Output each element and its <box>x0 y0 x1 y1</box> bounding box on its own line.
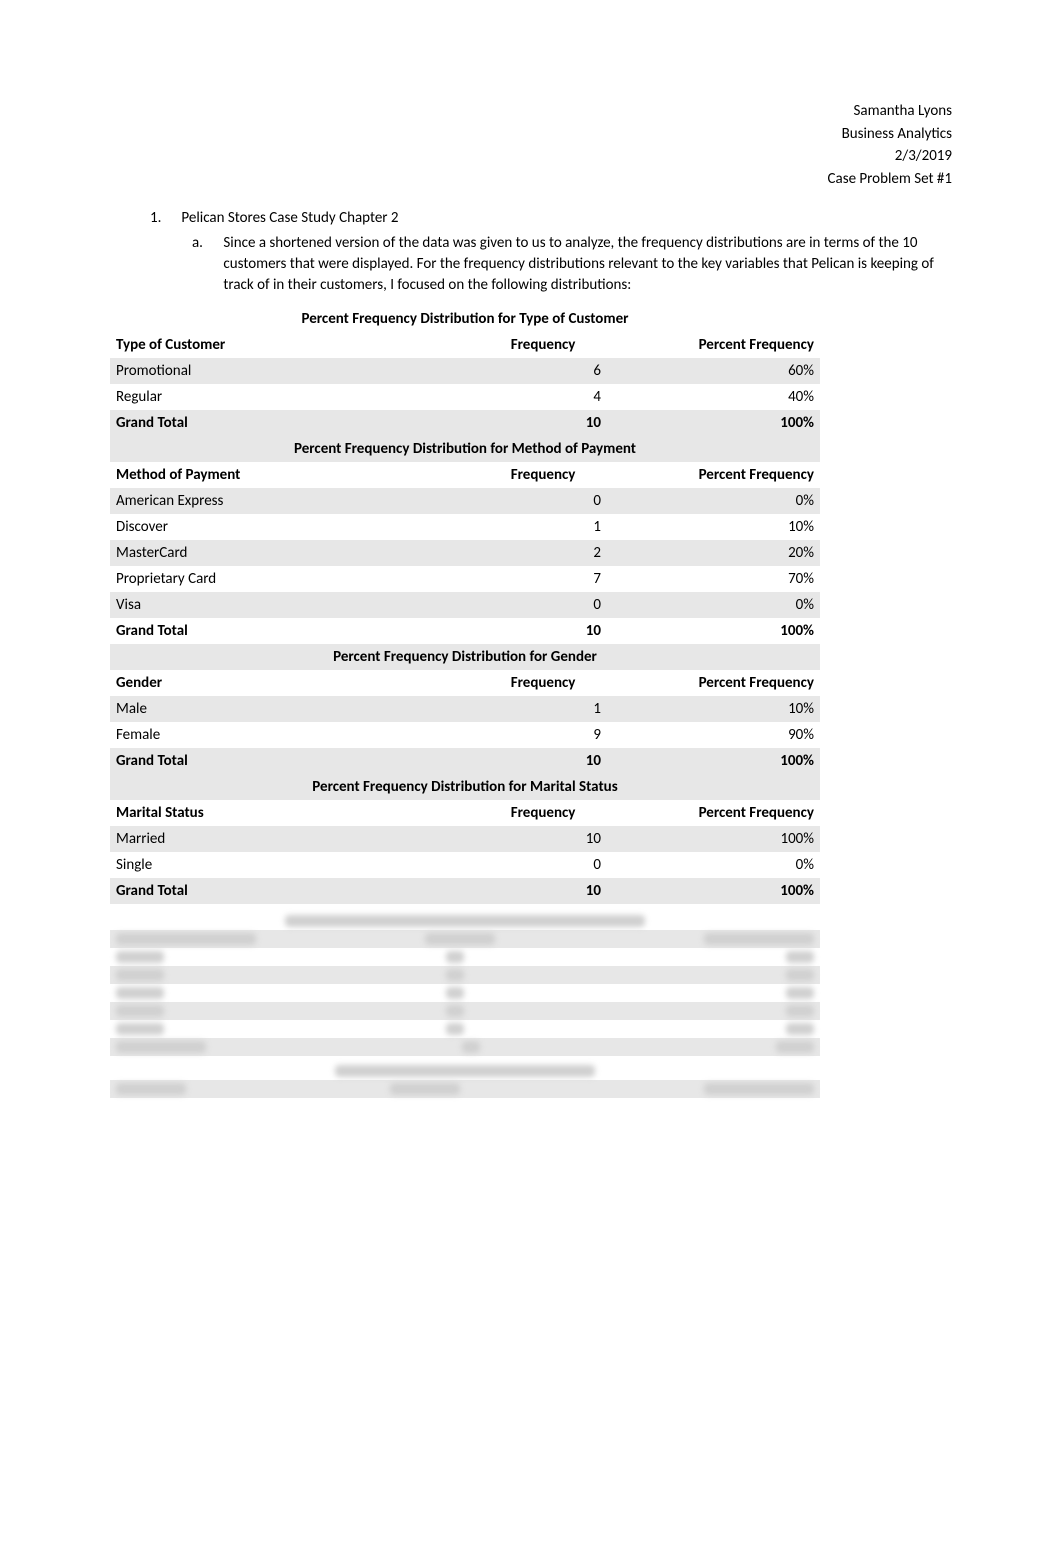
table-row: Visa00% <box>110 592 820 618</box>
row-label: Single <box>110 852 479 878</box>
item-a-text: Since a shortened version of the data wa… <box>223 233 943 296</box>
frequency-tables: Percent Frequency Distribution for Type … <box>110 306 820 904</box>
percent-value: 60% <box>607 358 820 384</box>
table-section-title: Percent Frequency Distribution for Metho… <box>110 436 820 462</box>
percent-value: 100% <box>607 748 820 774</box>
column-header: Frequency <box>479 332 607 358</box>
row-label: Grand Total <box>110 878 479 904</box>
row-label: Grand Total <box>110 410 479 436</box>
row-label: Regular <box>110 384 479 410</box>
document-date: 2/3/2019 <box>110 145 952 168</box>
column-header: Frequency <box>479 462 607 488</box>
percent-value: 10% <box>607 696 820 722</box>
frequency-value: 7 <box>479 566 607 592</box>
row-label: MasterCard <box>110 540 479 566</box>
table-row: Proprietary Card770% <box>110 566 820 592</box>
obscured-content <box>110 912 820 1098</box>
percent-value: 20% <box>607 540 820 566</box>
frequency-value: 1 <box>479 696 607 722</box>
column-header: Frequency <box>479 670 607 696</box>
frequency-table: Percent Frequency Distribution for Marit… <box>110 774 820 904</box>
column-header: Method of Payment <box>110 462 479 488</box>
table-section-title: Percent Frequency Distribution for Type … <box>110 306 820 332</box>
outline-item-1: 1. Pelican Stores Case Study Chapter 2 <box>150 208 952 229</box>
percent-value: 0% <box>607 852 820 878</box>
percent-value: 0% <box>607 592 820 618</box>
column-header: Percent Frequency <box>607 800 820 826</box>
column-header: Percent Frequency <box>607 462 820 488</box>
author-name: Samantha Lyons <box>110 100 952 123</box>
table-section-title: Percent Frequency Distribution for Marit… <box>110 774 820 800</box>
row-label: Proprietary Card <box>110 566 479 592</box>
table-row: Married10100% <box>110 826 820 852</box>
row-label: Female <box>110 722 479 748</box>
percent-value: 40% <box>607 384 820 410</box>
column-header: Frequency <box>479 800 607 826</box>
column-header: Gender <box>110 670 479 696</box>
frequency-table: Percent Frequency Distribution for Type … <box>110 306 820 436</box>
frequency-value: 4 <box>479 384 607 410</box>
percent-value: 100% <box>607 878 820 904</box>
row-label: Male <box>110 696 479 722</box>
column-header: Marital Status <box>110 800 479 826</box>
frequency-value: 0 <box>479 488 607 514</box>
grand-total-row: Grand Total10100% <box>110 878 820 904</box>
table-header-row: Marital StatusFrequencyPercent Frequency <box>110 800 820 826</box>
frequency-value: 2 <box>479 540 607 566</box>
percent-value: 100% <box>607 410 820 436</box>
assignment-name: Case Problem Set #1 <box>110 168 952 191</box>
table-header-row: GenderFrequencyPercent Frequency <box>110 670 820 696</box>
table-section-title: Percent Frequency Distribution for Gende… <box>110 644 820 670</box>
grand-total-row: Grand Total10100% <box>110 410 820 436</box>
table-row: Discover110% <box>110 514 820 540</box>
percent-value: 100% <box>607 618 820 644</box>
document-page: Samantha Lyons Business Analytics 2/3/20… <box>0 0 1062 1556</box>
frequency-value: 10 <box>479 618 607 644</box>
table-header-row: Type of CustomerFrequencyPercent Frequen… <box>110 332 820 358</box>
item-1-text: Pelican Stores Case Study Chapter 2 <box>181 209 398 227</box>
table-row: Single00% <box>110 852 820 878</box>
table-header-row: Method of PaymentFrequencyPercent Freque… <box>110 462 820 488</box>
percent-value: 0% <box>607 488 820 514</box>
frequency-value: 1 <box>479 514 607 540</box>
row-label: Visa <box>110 592 479 618</box>
table-row: Promotional660% <box>110 358 820 384</box>
frequency-value: 0 <box>479 852 607 878</box>
row-label: Promotional <box>110 358 479 384</box>
frequency-table: Percent Frequency Distribution for Metho… <box>110 436 820 644</box>
percent-value: 90% <box>607 722 820 748</box>
table-row: Regular440% <box>110 384 820 410</box>
column-header: Percent Frequency <box>607 670 820 696</box>
marker-1: 1. <box>150 208 178 229</box>
frequency-table: Percent Frequency Distribution for Gende… <box>110 644 820 774</box>
row-label: American Express <box>110 488 479 514</box>
course-name: Business Analytics <box>110 123 952 146</box>
column-header: Type of Customer <box>110 332 479 358</box>
table-row: American Express00% <box>110 488 820 514</box>
grand-total-row: Grand Total10100% <box>110 748 820 774</box>
percent-value: 70% <box>607 566 820 592</box>
table-row: MasterCard220% <box>110 540 820 566</box>
frequency-value: 9 <box>479 722 607 748</box>
table-row: Male110% <box>110 696 820 722</box>
document-header: Samantha Lyons Business Analytics 2/3/20… <box>110 100 952 190</box>
grand-total-row: Grand Total10100% <box>110 618 820 644</box>
column-header: Percent Frequency <box>607 332 820 358</box>
percent-value: 100% <box>607 826 820 852</box>
frequency-value: 10 <box>479 878 607 904</box>
table-row: Female990% <box>110 722 820 748</box>
row-label: Married <box>110 826 479 852</box>
row-label: Discover <box>110 514 479 540</box>
frequency-value: 10 <box>479 748 607 774</box>
row-label: Grand Total <box>110 748 479 774</box>
frequency-value: 10 <box>479 410 607 436</box>
percent-value: 10% <box>607 514 820 540</box>
frequency-value: 6 <box>479 358 607 384</box>
row-label: Grand Total <box>110 618 479 644</box>
frequency-value: 10 <box>479 826 607 852</box>
outline-item-a: a. Since a shortened version of the data… <box>192 233 952 296</box>
frequency-value: 0 <box>479 592 607 618</box>
marker-a: a. <box>192 233 220 254</box>
